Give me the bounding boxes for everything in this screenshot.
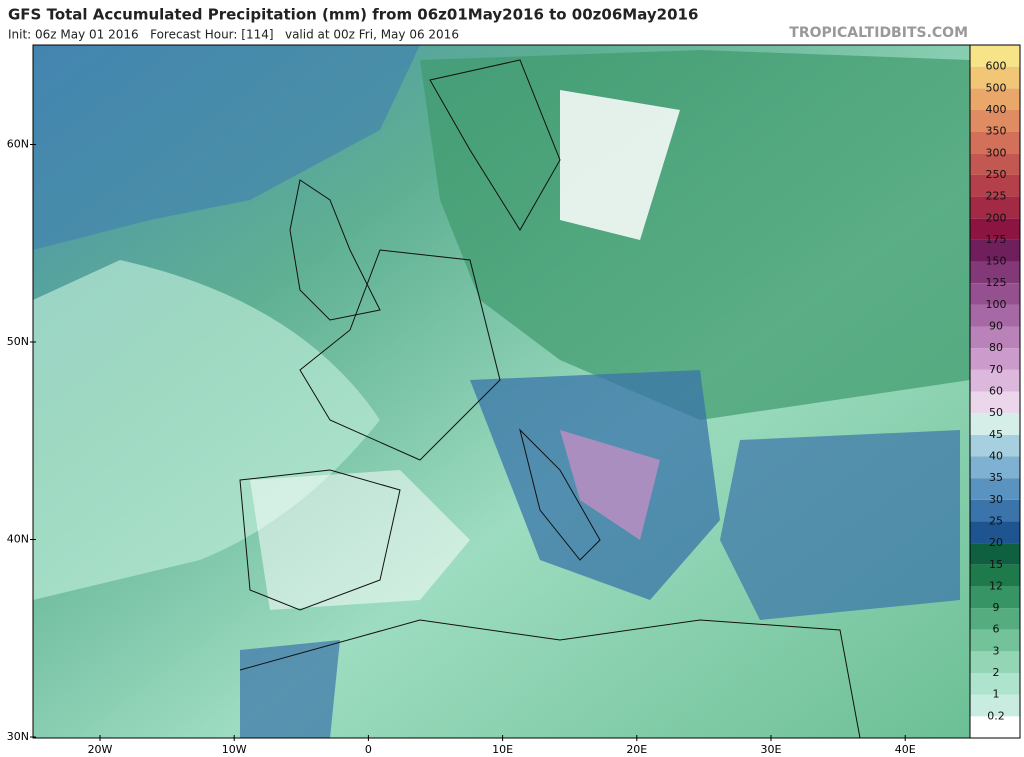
colorbar-box	[970, 348, 1020, 370]
colorbar-box	[970, 88, 1020, 110]
colorbar-label: 60	[989, 385, 1003, 398]
colorbar-box	[970, 434, 1020, 457]
colorbar-box	[970, 391, 1020, 414]
colorbar-label: 200	[986, 211, 1007, 224]
colorbar-label: 25	[989, 514, 1003, 527]
colorbar-box	[970, 131, 1020, 154]
coastline	[299, 249, 501, 461]
colorbar-box	[970, 153, 1020, 175]
precip-area	[33, 45, 420, 250]
colorbar-box	[970, 261, 1020, 284]
colorbar-label: 90	[989, 320, 1003, 333]
colorbar-label: 35	[989, 471, 1003, 484]
colorbar-label: 100	[986, 298, 1007, 311]
colorbar-label: 0.2	[987, 709, 1005, 722]
colorbar-box	[970, 283, 1020, 305]
colorbar-box	[970, 66, 1020, 89]
colorbar-label: 9	[993, 601, 1000, 614]
colorbar-label: 80	[989, 341, 1003, 354]
colorbar-label: 250	[986, 168, 1007, 181]
colorbar-box	[970, 543, 1020, 565]
colorbar-label: 6	[993, 623, 1000, 636]
title: GFS Total Accumulated Precipitation (mm)…	[8, 6, 698, 24]
coastline	[289, 179, 381, 321]
colorbar-label: 350	[986, 125, 1007, 138]
colorbar-box	[970, 521, 1020, 544]
map	[32, 44, 971, 739]
colorbar-label: 225	[986, 190, 1007, 203]
colorbar-label: 20	[989, 536, 1003, 549]
colorbar-label: 600	[986, 60, 1007, 73]
colorbar-box	[970, 456, 1020, 479]
axes: 30N 40N 50N 60N 20W 10W 0 10E 20E 30E 40E	[7, 138, 916, 757]
colorbar-label: 125	[986, 276, 1007, 289]
precip-area	[250, 470, 470, 610]
colorbar-label: 150	[986, 255, 1007, 268]
precip-area	[420, 50, 970, 420]
colorbar-frame	[969, 44, 1021, 739]
lat-label: 30N	[7, 730, 29, 743]
colorbar-label: 50	[989, 406, 1003, 419]
colorbar-box	[970, 478, 1020, 500]
precip-area	[560, 430, 660, 540]
watermark: TROPICALTIDBITS.COM	[789, 25, 968, 41]
colorbar-label: 175	[986, 233, 1007, 246]
colorbar-label: 1	[993, 688, 1000, 701]
colorbar: 0.21236912152025303540455060708090100125…	[969, 44, 1021, 739]
colorbar-box	[970, 413, 1020, 435]
colorbar-box	[970, 651, 1020, 674]
lon-label: 40E	[895, 743, 916, 756]
colorbar-label: 3	[993, 644, 1000, 657]
colorbar-box	[970, 673, 1020, 695]
colorbar-box	[970, 326, 1020, 349]
colorbar-box	[970, 174, 1020, 197]
lat-label: 50N	[7, 335, 29, 348]
colorbar-box	[970, 586, 1020, 609]
colorbar-label: 300	[986, 146, 1007, 159]
colorbar-box	[970, 629, 1020, 652]
lon-label: 30E	[761, 743, 782, 756]
precip-area	[720, 430, 960, 620]
colorbar-label: 12	[989, 579, 1003, 592]
coastline	[239, 619, 861, 739]
coastline	[239, 469, 401, 611]
colorbar-box	[970, 369, 1020, 392]
lat-label: 40N	[7, 533, 29, 546]
lon-label: 10W	[222, 743, 247, 756]
lon-label: 10E	[492, 743, 513, 756]
precip-area	[240, 640, 340, 738]
colorbar-box	[970, 304, 1020, 327]
colorbar-box	[970, 196, 1020, 219]
subtitle: Init: 06z May 01 2016 Forecast Hour: [11…	[8, 28, 459, 42]
colorbar-box	[970, 109, 1020, 132]
colorbar-label: 15	[989, 558, 1003, 571]
colorbar-box	[970, 499, 1020, 522]
colorbar-label: 2	[993, 666, 1000, 679]
colorbar-box	[970, 239, 1020, 262]
colorbar-label: 40	[989, 449, 1003, 462]
coastline	[429, 59, 561, 231]
colorbar-box	[970, 45, 1020, 67]
colorbar-label: 45	[989, 428, 1003, 441]
precip-area	[560, 90, 680, 240]
colorbar-box	[970, 694, 1020, 717]
colorbar-box	[970, 608, 1020, 630]
lat-label: 60N	[7, 138, 29, 151]
precip-area	[33, 260, 380, 600]
colorbar-box	[970, 218, 1020, 240]
lon-label: 20W	[88, 743, 113, 756]
colorbar-box	[970, 564, 1020, 587]
lon-label: 20E	[626, 743, 647, 756]
coastline	[519, 428, 601, 561]
colorbar-label: 500	[986, 81, 1007, 94]
colorbar-label: 400	[986, 103, 1007, 116]
colorbar-label: 70	[989, 363, 1003, 376]
colorbar-label: 30	[989, 493, 1003, 506]
lon-label: 0	[365, 743, 372, 756]
